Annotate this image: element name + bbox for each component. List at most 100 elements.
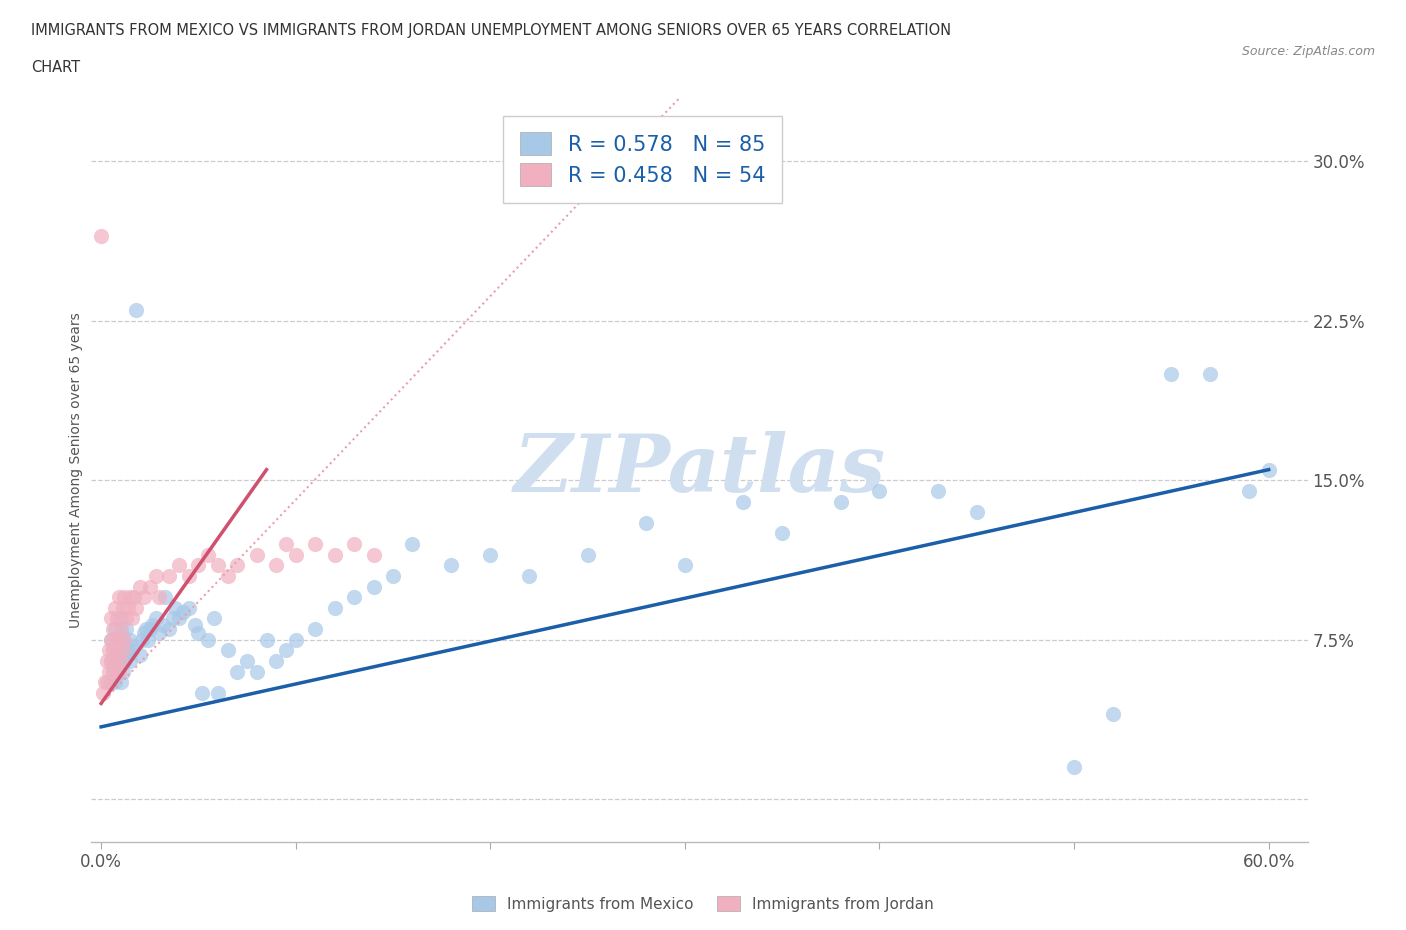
Point xyxy=(121,611,143,626)
Point xyxy=(105,632,128,647)
Point xyxy=(177,568,200,583)
Point xyxy=(100,611,122,626)
Point xyxy=(91,685,114,700)
Point xyxy=(256,632,278,647)
Point xyxy=(304,621,326,636)
Point xyxy=(114,654,136,669)
Point xyxy=(274,537,297,551)
Point xyxy=(101,664,124,679)
Point xyxy=(323,547,346,562)
Point xyxy=(125,303,148,318)
Point xyxy=(207,558,229,573)
Point xyxy=(110,654,132,669)
Point xyxy=(96,654,118,669)
Point xyxy=(115,647,138,662)
Point xyxy=(104,601,127,616)
Point xyxy=(90,229,112,244)
Point xyxy=(110,611,132,626)
Point xyxy=(187,626,209,641)
Point xyxy=(167,611,190,626)
Point xyxy=(104,654,127,669)
Point xyxy=(100,632,122,647)
Point xyxy=(145,611,167,626)
Point xyxy=(155,590,177,604)
Point xyxy=(110,626,132,641)
Point xyxy=(226,558,249,573)
Point xyxy=(104,632,127,647)
Text: Source: ZipAtlas.com: Source: ZipAtlas.com xyxy=(1241,45,1375,58)
Point xyxy=(111,632,134,647)
Point xyxy=(197,547,219,562)
Point xyxy=(157,568,180,583)
Point xyxy=(107,664,129,679)
Point xyxy=(634,515,657,530)
Point xyxy=(110,643,132,658)
Text: IMMIGRANTS FROM MEXICO VS IMMIGRANTS FROM JORDAN UNEMPLOYMENT AMONG SENIORS OVER: IMMIGRANTS FROM MEXICO VS IMMIGRANTS FRO… xyxy=(31,23,950,38)
Point xyxy=(172,604,194,619)
Text: ZIPatlas: ZIPatlas xyxy=(513,431,886,509)
Point xyxy=(576,547,599,562)
Legend: Immigrants from Mexico, Immigrants from Jordan: Immigrants from Mexico, Immigrants from … xyxy=(467,890,939,918)
Point xyxy=(136,632,159,647)
Point xyxy=(122,590,145,604)
Point xyxy=(132,590,155,604)
Point xyxy=(382,568,405,583)
Point xyxy=(110,675,132,690)
Point xyxy=(139,621,162,636)
Point xyxy=(869,484,891,498)
Legend: R = 0.578   N = 85, R = 0.458   N = 54: R = 0.578 N = 85, R = 0.458 N = 54 xyxy=(503,115,782,203)
Point xyxy=(177,601,200,616)
Point xyxy=(284,547,307,562)
Point xyxy=(162,611,184,626)
Point xyxy=(114,632,136,647)
Point xyxy=(207,685,229,700)
Point xyxy=(100,632,122,647)
Point xyxy=(304,537,326,551)
Point xyxy=(125,601,148,616)
Point xyxy=(104,621,127,636)
Point xyxy=(97,664,120,679)
Point xyxy=(191,685,214,700)
Point xyxy=(202,611,225,626)
Point xyxy=(733,494,755,509)
Point xyxy=(401,537,423,551)
Point xyxy=(129,579,152,594)
Point xyxy=(97,643,120,658)
Point xyxy=(343,537,366,551)
Point xyxy=(110,621,132,636)
Point xyxy=(183,618,205,632)
Point xyxy=(145,568,167,583)
Point xyxy=(101,664,124,679)
Point xyxy=(111,643,134,658)
Point xyxy=(217,643,239,658)
Point xyxy=(100,654,122,669)
Point xyxy=(105,611,128,626)
Point xyxy=(157,621,180,636)
Point xyxy=(100,654,122,669)
Point xyxy=(165,601,187,616)
Point xyxy=(96,675,118,690)
Point xyxy=(100,675,122,690)
Point xyxy=(830,494,852,509)
Point xyxy=(101,621,124,636)
Point xyxy=(1063,760,1085,775)
Point xyxy=(94,675,117,690)
Point xyxy=(107,654,129,669)
Point xyxy=(107,590,129,604)
Point xyxy=(115,621,138,636)
Point xyxy=(927,484,949,498)
Point xyxy=(107,639,129,654)
Point xyxy=(135,621,157,636)
Point xyxy=(479,547,502,562)
Point xyxy=(115,611,138,626)
Point xyxy=(105,643,128,658)
Point xyxy=(105,643,128,658)
Point xyxy=(121,643,143,658)
Point xyxy=(363,547,385,562)
Point xyxy=(1257,462,1279,477)
Point xyxy=(226,664,249,679)
Point xyxy=(148,626,170,641)
Point xyxy=(167,558,190,573)
Point xyxy=(246,547,269,562)
Point xyxy=(148,590,170,604)
